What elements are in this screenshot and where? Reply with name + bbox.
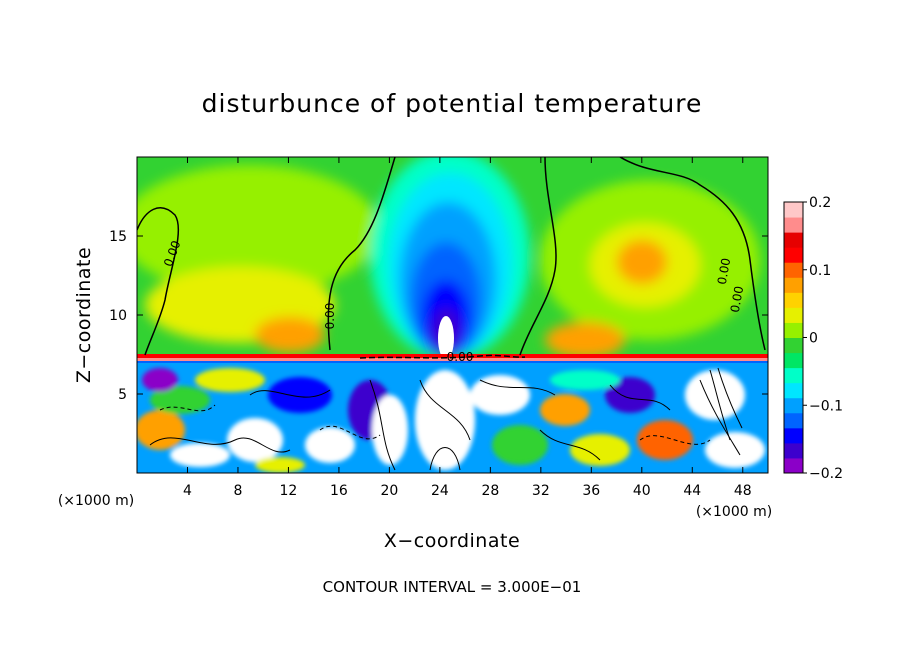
contour-left-plume — [327, 157, 396, 351]
colorbar-tick-label: −0.2 — [809, 466, 843, 482]
inversion-band-pink — [137, 358, 768, 361]
turbulence-blobs — [137, 368, 765, 473]
contour-interval-note: CONTOUR INTERVAL = 3.000E−01 — [323, 578, 582, 596]
y-tick-label: 10 — [109, 308, 127, 324]
contour-inversion — [359, 354, 526, 359]
turbulence-swirls — [149, 367, 743, 471]
x-tick-label: 12 — [280, 483, 298, 499]
x-axis-label: X−coordinate — [384, 530, 520, 552]
x-tick-label: 20 — [380, 483, 398, 499]
x-tick-label: 32 — [532, 483, 550, 499]
colorbar-tick-label: −0.1 — [809, 398, 843, 414]
colorbar-segment — [784, 232, 803, 248]
inversion-band-blue — [137, 361, 768, 363]
contour-label: 0.00 — [447, 350, 474, 364]
colorbar-segment — [784, 307, 803, 323]
colorbar-segment — [784, 397, 803, 414]
colorbar-segment — [784, 457, 803, 474]
colorbar-segment — [784, 262, 803, 278]
x-axis-ticks: 4 8 12 16 20 24 28 32 36 40 44 48 — [183, 157, 752, 499]
y-axis-label: Z−coordinate — [73, 247, 95, 383]
x-tick-label: 28 — [481, 483, 499, 499]
y-tick-label: 15 — [109, 229, 127, 245]
warm-core-left — [255, 317, 325, 353]
colorbar-segment — [784, 337, 803, 354]
contour-left-edge — [137, 207, 180, 356]
contour-right-plume — [519, 157, 557, 356]
x-tick-label: 44 — [683, 483, 701, 499]
x-tick-label: 48 — [734, 483, 752, 499]
colorbar-ticks: 0.2 0.1 0 −0.1 −0.2 — [803, 195, 843, 482]
colorbar-segment — [784, 382, 803, 399]
x-tick-label: 36 — [582, 483, 600, 499]
colorbar-segment — [784, 217, 803, 233]
colorbar-segment — [784, 427, 803, 444]
x-tick-label: 8 — [233, 483, 242, 499]
y-tick-label: 5 — [118, 387, 127, 403]
colorbar-tick-label: 0.1 — [809, 263, 831, 279]
x-tick-label: 24 — [431, 483, 449, 499]
colorbar-segment — [784, 367, 803, 384]
contour-label: 0.00 — [728, 285, 746, 314]
x-tick-label: 4 — [183, 483, 192, 499]
colorbar-tick-label: 0.2 — [809, 195, 831, 211]
contour-label: 0.00 — [715, 257, 733, 286]
colorbar — [784, 202, 803, 474]
x-unit-label-left: (×1000 m) — [58, 493, 134, 509]
colorbar-segment — [784, 322, 803, 338]
x-tick-label: 40 — [633, 483, 651, 499]
x-unit-label-right: (×1000 m) — [696, 504, 772, 520]
x-tick-label: 16 — [330, 483, 348, 499]
zero-contours — [137, 157, 766, 359]
heatmap-field — [137, 157, 768, 473]
contour-right-top — [619, 157, 766, 351]
colorbar-segment — [784, 247, 803, 263]
colorbar-segment — [784, 292, 803, 308]
inversion-band-red — [137, 354, 768, 359]
cold-plume-white-core — [438, 316, 454, 360]
contour-label: 0.00 — [323, 303, 337, 330]
colorbar-segment — [784, 202, 803, 218]
warm-core-right — [617, 240, 667, 284]
warm-spot-36 — [545, 322, 625, 358]
y-axis-ticks: 5 10 15 — [109, 229, 768, 403]
colorbar-tick-label: 0 — [809, 331, 818, 347]
chart-title: disturbunce of potential temperature — [202, 89, 703, 118]
colorbar-segment — [784, 442, 803, 459]
green-band-left — [137, 165, 380, 295]
colorbar-segment — [784, 352, 803, 369]
colorbar-segment — [784, 412, 803, 429]
colorbar-segment — [784, 277, 803, 293]
